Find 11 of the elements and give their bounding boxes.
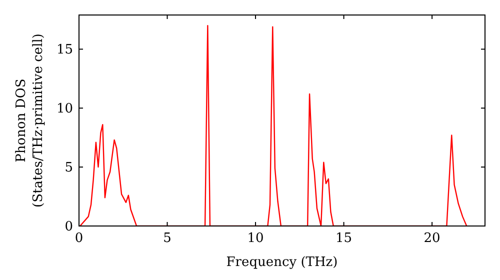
x-tick-label: 15 <box>336 231 352 246</box>
y-tick-label: 5 <box>64 160 73 176</box>
x-axis-title: Frequency (THz) <box>226 255 338 270</box>
x-tick-label: 0 <box>74 231 84 246</box>
y-axis-title: Phonon DOS (States/THz·primitive cell) <box>14 33 46 208</box>
x-tick-label: 20 <box>424 231 440 246</box>
x-tick-label: 10 <box>247 231 264 246</box>
y-tick-label: 10 <box>56 102 73 117</box>
y-tick-label: 0 <box>64 220 73 234</box>
y-tick-label: 15 <box>56 42 73 58</box>
x-tick-label: 5 <box>163 231 172 246</box>
